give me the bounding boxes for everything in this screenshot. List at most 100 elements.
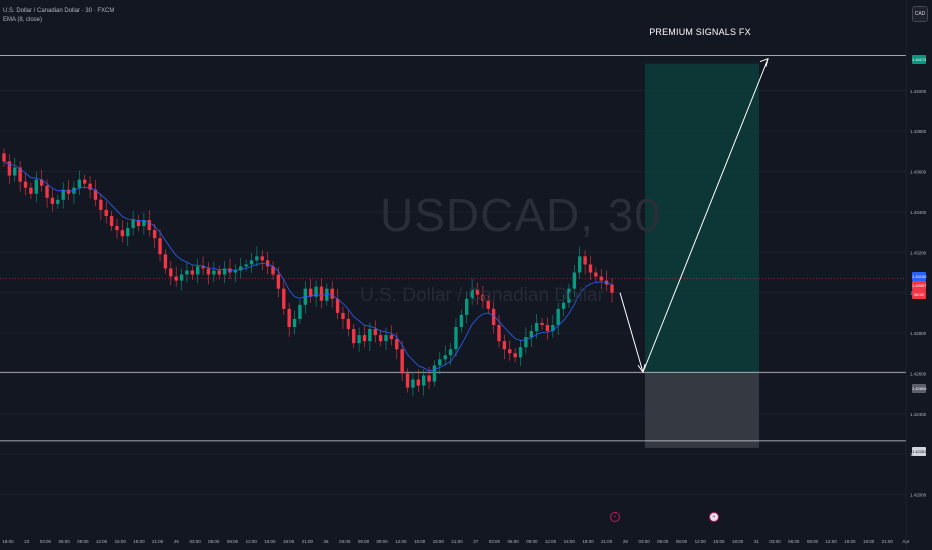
candle-body xyxy=(368,329,372,342)
candle-body xyxy=(325,288,329,301)
candle-body xyxy=(486,300,490,309)
y-axis-tick-label: 1.44000 xyxy=(910,89,927,94)
candle-body xyxy=(508,349,512,354)
candle-body xyxy=(421,375,426,386)
candle-body xyxy=(314,286,318,297)
x-axis-tick-label: 18:00 xyxy=(582,539,594,544)
x-axis-tick-label: 15:00 xyxy=(713,539,725,544)
up-arrow-head xyxy=(759,57,769,67)
candle-body xyxy=(470,288,474,299)
y-axis-tick-label: 1.42800 xyxy=(910,331,927,336)
candle-body xyxy=(588,264,593,273)
x-axis-tick-label: 18:00 xyxy=(283,539,295,544)
candle-body xyxy=(594,272,598,277)
candle-body xyxy=(265,260,270,267)
candle-body xyxy=(136,220,141,227)
candle-body xyxy=(378,335,383,342)
y-axis-tick-label: 1.42400 xyxy=(910,412,927,417)
y-axis-tick-label: 1.43800 xyxy=(910,129,927,134)
candle-body xyxy=(524,337,528,348)
candle-body xyxy=(438,359,442,366)
candle-body xyxy=(66,189,71,194)
candle-body xyxy=(497,325,501,342)
candle-body xyxy=(545,325,550,332)
candle-body xyxy=(599,276,603,281)
x-axis-tick-label: 12:00 xyxy=(545,539,557,544)
candle-body xyxy=(50,197,55,204)
candle-body xyxy=(346,318,351,330)
down-arrow-line xyxy=(619,292,644,373)
signal-title-text[interactable]: PREMIUM SIGNALS FX xyxy=(649,27,751,37)
x-axis-tick-label: 03:00 xyxy=(189,539,201,544)
y-axis-tick-label: 1.43200 xyxy=(910,250,927,255)
candle-body xyxy=(201,266,205,269)
x-axis-tick-label: 09:00 xyxy=(676,539,688,544)
x-axis-tick-label: 15:00 xyxy=(414,539,426,544)
candle-body xyxy=(260,256,264,261)
entry-price-tag: 1.42606 xyxy=(912,384,927,393)
candle-body xyxy=(169,268,173,277)
currency-unit-button[interactable]: CAD xyxy=(912,6,928,22)
candle-body xyxy=(308,288,313,297)
candle-body xyxy=(551,325,555,332)
candle-body xyxy=(23,181,28,188)
x-axis-tick-label: 06:00 xyxy=(507,539,519,544)
x-axis-tick-label: 12:00 xyxy=(96,539,108,544)
candle-body xyxy=(529,331,533,338)
candle-body xyxy=(2,153,6,162)
candle-body xyxy=(330,288,334,299)
x-axis-tick-label: 18:00 xyxy=(2,539,14,544)
candle-body xyxy=(152,230,157,239)
candle-body xyxy=(475,288,480,295)
candle-body xyxy=(303,288,308,305)
candle-body xyxy=(610,284,614,293)
symbol-description[interactable]: U.S. Dollar / Canadian Dollar · 30 · FXC… xyxy=(3,8,115,14)
candle-body xyxy=(239,266,243,271)
x-axis-tick-label: 03:00 xyxy=(40,539,52,544)
x-axis-tick-label: 06:00 xyxy=(657,539,669,544)
x-axis-tick-label: 12:00 xyxy=(246,539,258,544)
candle-body xyxy=(56,199,60,204)
ema-indicator-label[interactable]: EMA (8, close) xyxy=(3,17,43,23)
candle-body xyxy=(459,314,464,328)
candle-body xyxy=(400,349,404,374)
candle-body xyxy=(195,266,200,275)
x-axis-tick-label: 12:00 xyxy=(395,539,407,544)
candle-body xyxy=(147,220,151,231)
candle-body xyxy=(352,329,356,344)
x-axis-tick-label: 31 xyxy=(754,539,760,544)
candle-body xyxy=(481,294,485,301)
candle-body xyxy=(249,260,254,265)
x-axis-tick-label: 21:00 xyxy=(451,539,463,544)
candle-body xyxy=(561,302,566,309)
candle-body xyxy=(518,347,523,358)
x-axis-tick-label: 09:00 xyxy=(227,539,239,544)
candle-body xyxy=(131,220,135,229)
x-axis-tick-label: 06:00 xyxy=(208,539,220,544)
loss-zone xyxy=(645,372,759,448)
candle-body xyxy=(39,179,44,186)
candle-body xyxy=(448,349,453,356)
candle-body xyxy=(271,266,275,275)
y-axis-tick-label: 1.42600 xyxy=(910,371,927,376)
candle-body xyxy=(292,318,297,328)
x-axis-tick-label: 06:00 xyxy=(58,539,70,544)
economic-event-icon[interactable]: + xyxy=(610,512,620,522)
candle-body xyxy=(83,179,87,184)
current-price-tag: 1.43100 xyxy=(912,272,927,281)
candle-body xyxy=(99,199,103,210)
y-axis-tick-label: 1.43600 xyxy=(910,170,927,175)
candle-body xyxy=(190,270,195,275)
x-axis-tick-label: 09:00 xyxy=(377,539,389,544)
candle-body xyxy=(357,335,361,344)
candle-body xyxy=(185,270,189,275)
candle-body xyxy=(572,272,577,289)
last-price-tag: 1.43057 xyxy=(912,281,927,290)
x-axis-tick-label: 21:00 xyxy=(152,539,164,544)
ema-line xyxy=(3,161,613,372)
candle-body xyxy=(513,353,517,358)
candle-body xyxy=(298,304,302,319)
economic-event-flag-icon[interactable]: + xyxy=(709,512,719,522)
